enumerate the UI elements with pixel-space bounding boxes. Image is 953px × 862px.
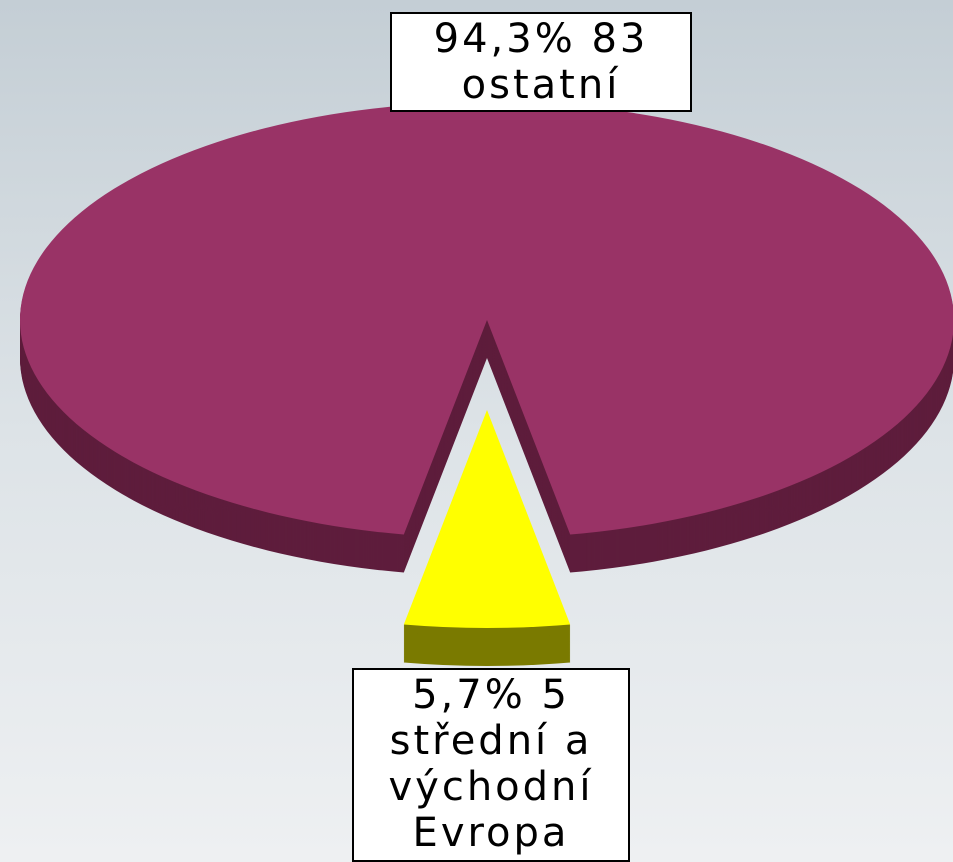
count-label: 83 — [591, 16, 649, 62]
percent-label: 94,3% — [433, 16, 576, 62]
pie-slice — [403, 410, 571, 666]
count-label: 5 — [541, 672, 570, 718]
data-label: 5,7% 5 střední a východní Evropa — [352, 668, 630, 862]
percent-label: 5,7% — [412, 672, 526, 718]
category-label: střední a východní Evropa — [388, 718, 594, 856]
category-label: ostatní — [461, 62, 621, 108]
pie-slice — [20, 101, 953, 573]
slice-top — [403, 410, 571, 628]
data-label: 94,3% 83 ostatní — [390, 12, 692, 112]
slice-top — [20, 101, 953, 535]
